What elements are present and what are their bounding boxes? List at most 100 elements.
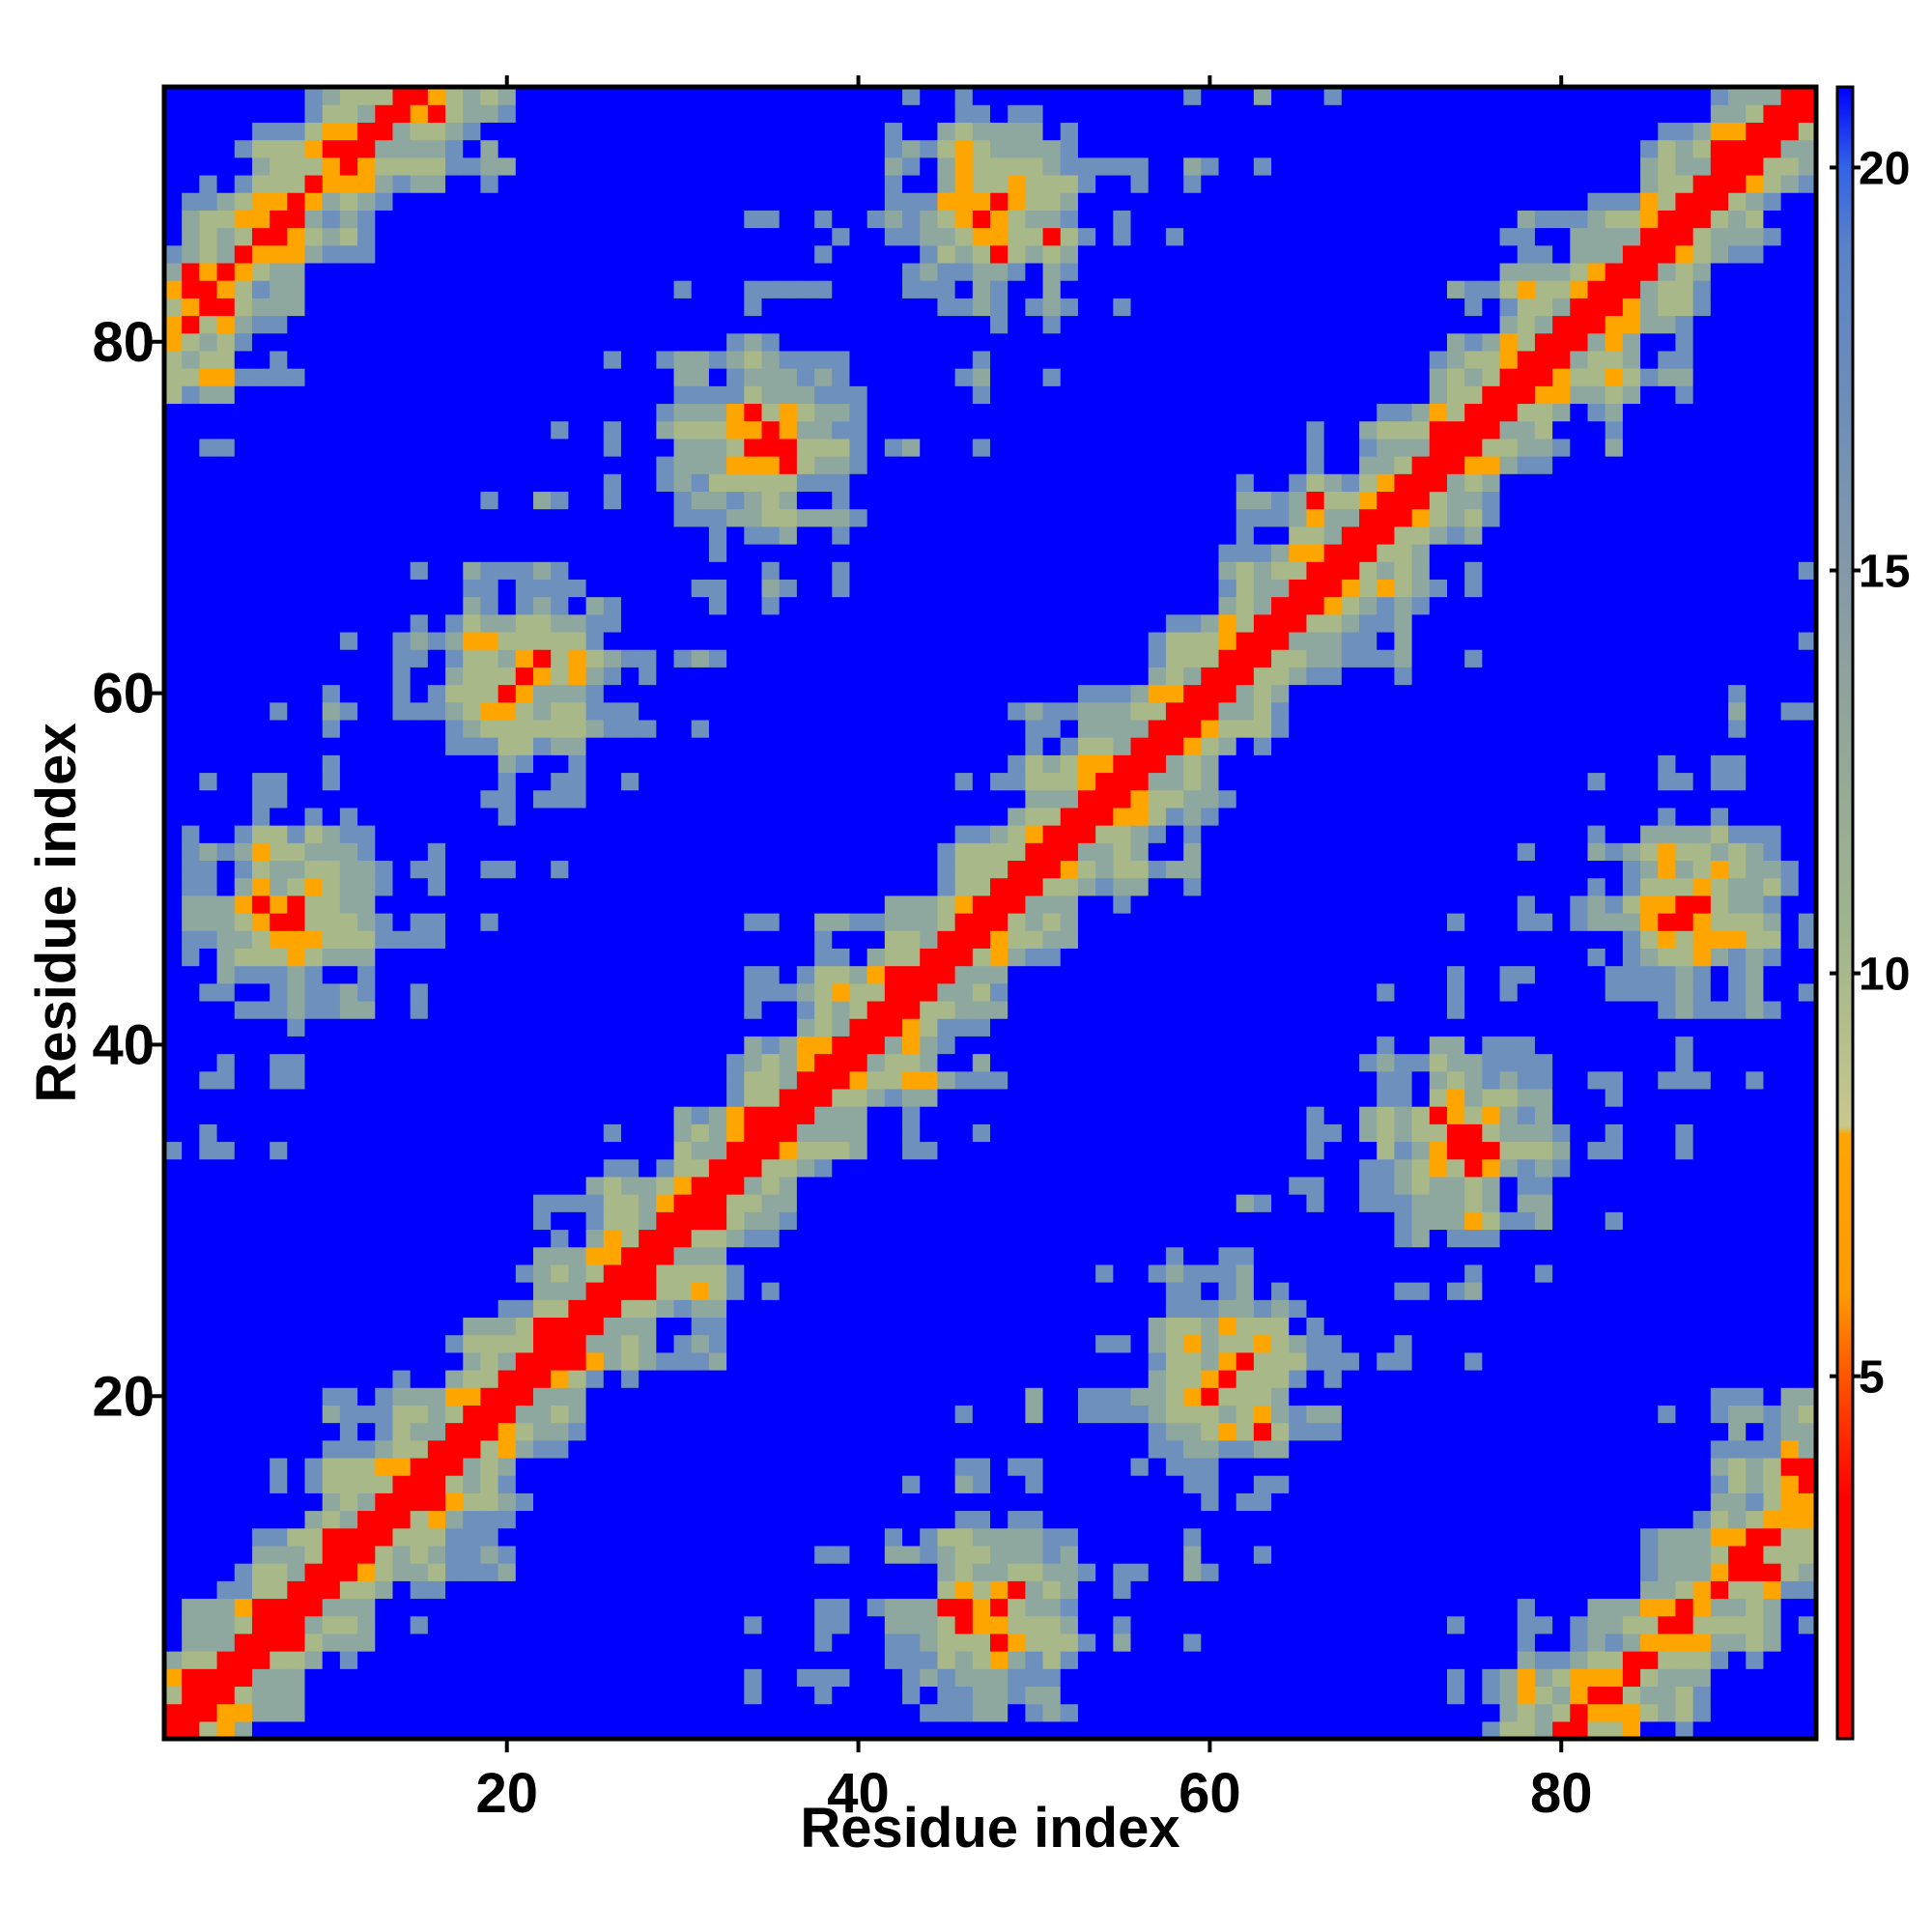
heatmap-cell xyxy=(392,631,412,650)
heatmap-cell xyxy=(639,613,657,633)
heatmap-cell xyxy=(216,1282,236,1300)
heatmap-cell xyxy=(463,1036,482,1055)
heatmap-cell xyxy=(515,913,534,931)
heatmap-cell xyxy=(234,368,253,386)
heatmap-cell xyxy=(849,1141,868,1160)
heatmap-cell xyxy=(1077,1246,1096,1265)
heatmap-cell xyxy=(463,1334,482,1353)
heatmap-cell xyxy=(656,1141,675,1160)
heatmap-cell xyxy=(251,596,270,615)
heatmap-cell xyxy=(832,719,851,738)
heatmap-cell xyxy=(463,1176,482,1195)
heatmap-cell xyxy=(902,1299,921,1318)
heatmap-cell xyxy=(779,877,798,896)
heatmap-cell xyxy=(427,579,446,598)
heatmap-cell xyxy=(339,526,358,545)
heatmap-cell xyxy=(410,1510,429,1529)
heatmap-cell xyxy=(322,1457,341,1476)
heatmap-cell xyxy=(849,1580,868,1600)
heatmap-cell xyxy=(216,1053,236,1072)
heatmap-cell xyxy=(902,526,921,545)
heatmap-cell xyxy=(270,473,288,492)
heatmap-cell xyxy=(339,1405,358,1424)
heatmap-cell xyxy=(182,860,200,879)
heatmap-cell xyxy=(322,982,341,1002)
heatmap-cell xyxy=(551,1053,569,1072)
heatmap-cell xyxy=(726,596,745,615)
heatmap-cell xyxy=(182,667,200,686)
heatmap-cell xyxy=(972,122,991,141)
heatmap-cell xyxy=(990,456,1009,474)
heatmap-cell xyxy=(867,1000,886,1019)
heatmap-cell xyxy=(673,473,693,492)
heatmap-cell xyxy=(357,332,376,352)
heatmap-cell xyxy=(902,438,921,457)
heatmap-cell xyxy=(708,561,727,580)
heatmap-cell xyxy=(585,280,605,298)
heatmap-cell xyxy=(708,1264,727,1283)
heatmap-cell xyxy=(199,1563,218,1581)
heatmap-cell xyxy=(656,1036,675,1055)
heatmap-cell xyxy=(603,631,622,650)
heatmap-cell xyxy=(937,1106,956,1124)
heatmap-cell xyxy=(515,1053,534,1072)
heatmap-cell xyxy=(339,877,358,896)
heatmap-cell xyxy=(796,1668,815,1688)
heatmap-cell xyxy=(1060,1405,1079,1424)
heatmap-cell xyxy=(164,1598,183,1617)
heatmap-cell xyxy=(920,262,939,281)
heatmap-cell xyxy=(972,649,991,668)
heatmap-cell xyxy=(620,877,639,896)
heatmap-cell xyxy=(497,1422,517,1441)
heatmap-cell xyxy=(656,754,675,774)
heatmap-cell xyxy=(744,737,763,755)
heatmap-cell xyxy=(445,1282,464,1300)
heatmap-cell xyxy=(182,737,200,755)
heatmap-cell xyxy=(867,579,886,598)
heatmap-cell xyxy=(375,1633,394,1652)
heatmap-cell xyxy=(849,1229,868,1248)
heatmap-cell xyxy=(796,1299,815,1318)
heatmap-cell xyxy=(990,860,1009,879)
heatmap-cell xyxy=(357,1527,376,1547)
heatmap-cell xyxy=(867,1299,886,1318)
heatmap-cell xyxy=(234,1282,253,1300)
heatmap-cell xyxy=(867,1545,886,1564)
heatmap-cell xyxy=(814,1351,833,1371)
heatmap-cell xyxy=(1025,719,1044,738)
heatmap-cell xyxy=(603,122,622,141)
heatmap-cell xyxy=(480,1651,499,1669)
heatmap-cell xyxy=(1060,385,1079,405)
heatmap-cell xyxy=(339,649,358,668)
heatmap-cell xyxy=(585,192,605,211)
heatmap-cell xyxy=(937,895,956,914)
heatmap-cell xyxy=(814,754,833,774)
heatmap-cell xyxy=(357,1633,376,1652)
heatmap-cell xyxy=(937,1351,956,1371)
heatmap-cell xyxy=(216,1545,236,1564)
heatmap-cell xyxy=(832,772,851,791)
heatmap-cell xyxy=(515,1369,534,1388)
heatmap-cell xyxy=(639,403,657,422)
heatmap-cell xyxy=(199,719,218,738)
heatmap-cell xyxy=(814,1439,833,1459)
heatmap-cell xyxy=(585,298,605,317)
heatmap-cell xyxy=(761,613,781,633)
heatmap-cell xyxy=(849,1123,868,1143)
heatmap-cell xyxy=(744,1036,763,1055)
heatmap-cell xyxy=(620,456,639,474)
heatmap-cell xyxy=(990,667,1009,686)
heatmap-cell xyxy=(270,1141,288,1160)
heatmap-cell xyxy=(972,1246,991,1265)
heatmap-cell xyxy=(375,1668,394,1688)
heatmap-cell xyxy=(937,139,956,158)
heatmap-cell xyxy=(937,420,956,440)
heatmap-cell xyxy=(708,1282,727,1300)
heatmap-cell xyxy=(849,561,868,580)
heatmap-cell xyxy=(796,139,815,158)
heatmap-cell xyxy=(339,842,358,862)
heatmap-cell xyxy=(357,1018,376,1037)
heatmap-cell xyxy=(620,1246,639,1265)
heatmap-cell xyxy=(216,1633,236,1652)
heatmap-cell xyxy=(234,1246,253,1265)
